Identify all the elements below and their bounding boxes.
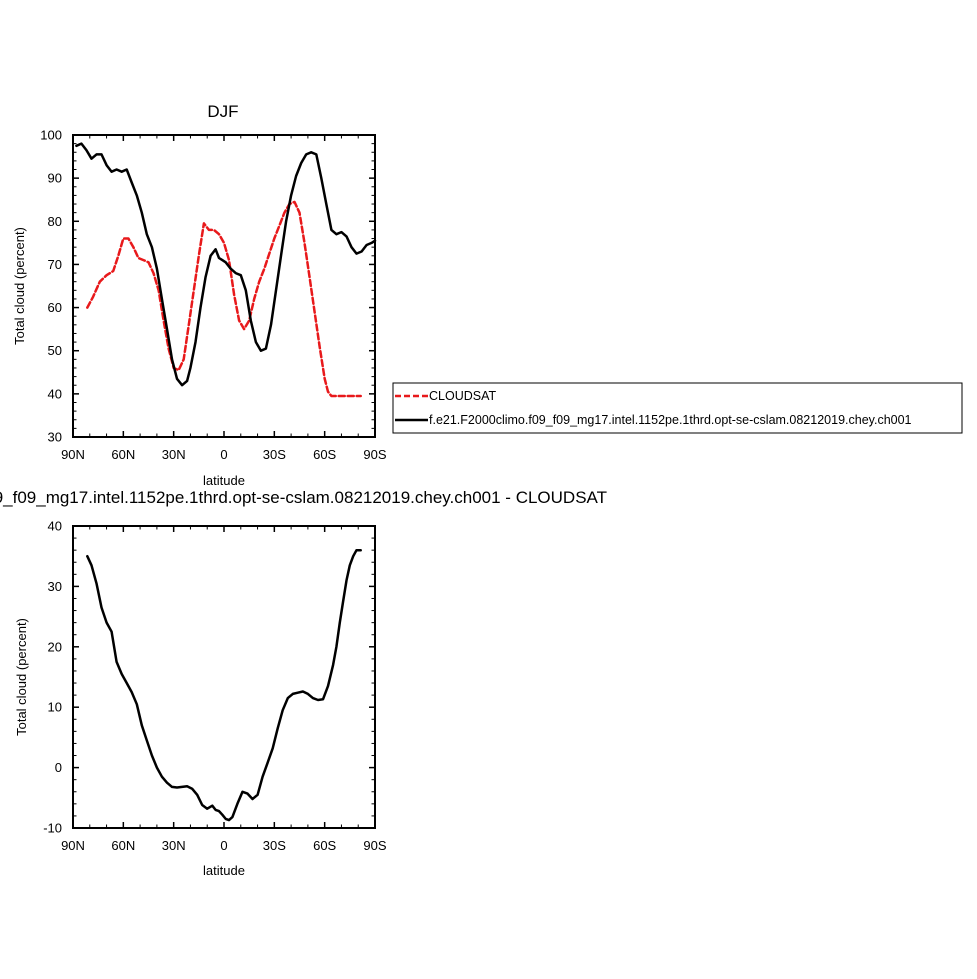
bottom-y-tick-labels: -10 0 10 20 30 40 xyxy=(43,519,62,836)
top-x-axis-label: latitude xyxy=(203,473,245,488)
top-series-line-1 xyxy=(75,142,377,387)
bottom-x-tick-label: 60N xyxy=(111,838,135,853)
bottom-plot-lines xyxy=(86,548,362,822)
bottom-plot-frame xyxy=(72,525,376,829)
bottom-x-tick-label: 60S xyxy=(313,838,336,853)
top-y-tick-label: 100 xyxy=(40,128,62,143)
top-y-tick-label: 50 xyxy=(48,343,62,358)
bottom-y-tick-label: 40 xyxy=(48,519,62,534)
bottom-x-axis-label: latitude xyxy=(203,863,245,878)
bottom-x-tick-label: 90S xyxy=(363,838,386,853)
top-x-tick-label: 90S xyxy=(363,447,386,462)
top-y-tick-label: 60 xyxy=(48,300,62,315)
top-plot-lines xyxy=(75,142,377,398)
top-gridless-ticks xyxy=(72,134,376,438)
bottom-panel: f.e21.F2000climo.f09_f09_mg17.intel.1152… xyxy=(0,488,607,878)
legend-label-model: f.e21.F2000climo.f09_f09_mg17.intel.1152… xyxy=(429,413,912,427)
bottom-series-line-0 xyxy=(86,548,362,822)
top-y-tick-label: 90 xyxy=(48,171,62,186)
top-title: DJF xyxy=(207,102,238,121)
bottom-y-tick-label: -10 xyxy=(43,821,62,836)
top-x-tick-label: 0 xyxy=(220,447,227,462)
bottom-y-tick-label: 30 xyxy=(48,579,62,594)
top-y-tick-label: 30 xyxy=(48,430,62,445)
top-x-tick-label: 60N xyxy=(111,447,135,462)
bottom-x-tick-label: 90N xyxy=(61,838,85,853)
top-x-tick-labels: 90N 60N 30N 0 30S 60S 90S xyxy=(61,447,387,462)
legend: CLOUDSAT f.e21.F2000climo.f09_f09_mg17.i… xyxy=(392,382,963,434)
top-x-tick-label: 30S xyxy=(263,447,286,462)
bottom-y-axis-label: Total cloud (percent) xyxy=(14,618,29,736)
bottom-y-tick-label: 20 xyxy=(48,639,62,654)
top-y-tick-label: 80 xyxy=(48,214,62,229)
top-x-tick-label: 90N xyxy=(61,447,85,462)
top-y-axis-label: Total cloud (percent) xyxy=(12,227,27,345)
top-y-tick-labels: 30 40 50 60 70 80 90 100 xyxy=(40,128,62,445)
top-x-tick-label: 60S xyxy=(313,447,336,462)
bottom-title: f.e21.F2000climo.f09_f09_mg17.intel.1152… xyxy=(0,488,607,507)
top-series-line-0 xyxy=(86,200,362,398)
top-y-tick-label: 70 xyxy=(48,257,62,272)
legend-box xyxy=(392,382,963,434)
top-x-tick-label: 30N xyxy=(162,447,186,462)
bottom-x-tick-label: 0 xyxy=(220,838,227,853)
bottom-x-tick-label: 30N xyxy=(162,838,186,853)
bottom-y-tick-label: 0 xyxy=(55,760,62,775)
top-panel: DJF 90N 60N 30N 0 30S 60S 90S 30 40 50 60 70 80 90 10… xyxy=(12,102,963,488)
bottom-y-tick-label: 10 xyxy=(48,700,62,715)
top-plot-frame xyxy=(72,134,376,438)
legend-label-cloudsat: CLOUDSAT xyxy=(429,389,497,403)
bottom-x-tick-label: 30S xyxy=(263,838,286,853)
bottom-x-tick-labels: 90N 60N 30N 0 30S 60S 90S xyxy=(61,838,387,853)
top-y-tick-label: 40 xyxy=(48,386,62,401)
